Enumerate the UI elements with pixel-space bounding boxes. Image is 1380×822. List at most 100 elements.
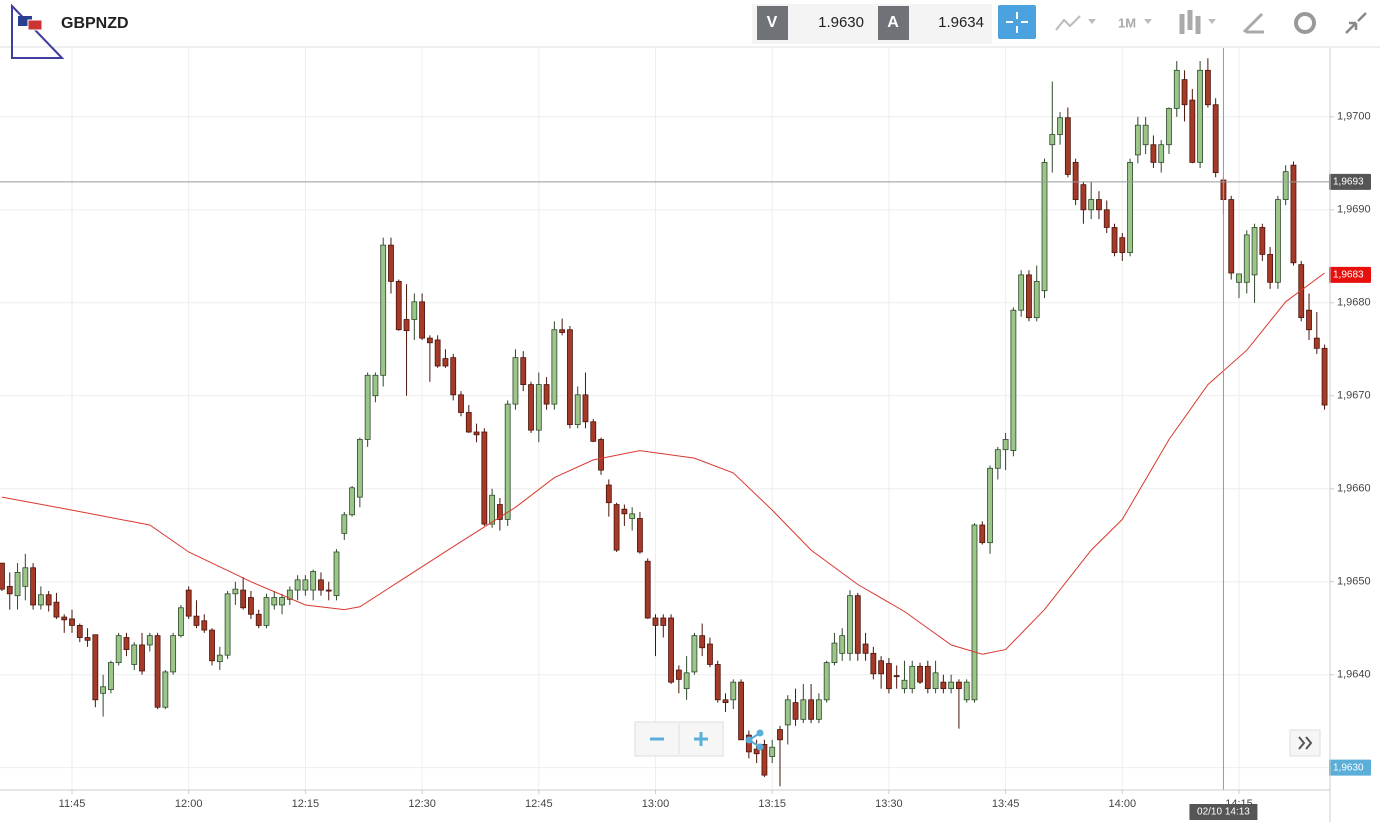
share-button[interactable] [745, 729, 764, 751]
candle-body [294, 579, 301, 591]
candle-body [411, 301, 418, 320]
chart-type-button[interactable] [1179, 10, 1201, 34]
candle-body [590, 421, 597, 442]
candle-body [458, 394, 464, 413]
candle-body [395, 280, 402, 331]
price-marker [1329, 759, 1371, 776]
crosshair-icon [1006, 12, 1028, 33]
candle-body [1228, 199, 1235, 274]
candle-body [1002, 439, 1009, 451]
candle-body [917, 665, 923, 683]
candle-body [854, 595, 861, 654]
x-tick-label: 13:15 [758, 798, 786, 810]
candle-body [777, 729, 783, 741]
candle-body [979, 524, 986, 544]
candle-body [1306, 309, 1312, 331]
candle-body [1072, 161, 1079, 200]
candle-body [1111, 227, 1118, 253]
candle-body [1134, 124, 1141, 156]
candle-body [255, 613, 262, 626]
candle-body [1197, 69, 1203, 163]
candle-body [784, 699, 791, 726]
candle-body [675, 669, 682, 680]
candle-body [193, 615, 200, 626]
candle-body [660, 617, 667, 626]
timeframe[interactable]: 1M [1118, 15, 1136, 30]
y-tick-label: 1,9670 [1337, 390, 1371, 402]
moving-average [1, 272, 1325, 655]
crosshair-time-label: 02/10 14:13 [1197, 807, 1250, 818]
candle-body [100, 686, 107, 694]
candle-body [815, 699, 822, 720]
candle-body [512, 357, 519, 405]
buy-label: A [887, 14, 899, 31]
y-tick-label: 1,9700 [1337, 111, 1371, 123]
crosshair-button[interactable] [998, 5, 1036, 39]
candle-body [1236, 273, 1242, 283]
candle-body [637, 518, 643, 553]
candle-body [434, 339, 441, 367]
candle-body [473, 431, 480, 436]
candle-body [668, 617, 674, 683]
flag-icon [18, 16, 32, 26]
sell-label: V [767, 14, 778, 31]
candle-body [559, 329, 566, 333]
candle-body [924, 665, 931, 690]
candle-body [652, 617, 659, 626]
candle-body [1033, 280, 1040, 319]
candle-body [341, 514, 348, 534]
draw-button[interactable] [1242, 12, 1264, 34]
settings-button[interactable] [1294, 12, 1316, 34]
candle-body [53, 601, 60, 618]
candle-body [209, 629, 215, 662]
candle-body [738, 681, 744, 741]
dropdown-arrow [1144, 19, 1152, 24]
candle-body [356, 439, 363, 498]
x-tick-label: 13:45 [992, 798, 1020, 810]
candle-body [139, 644, 145, 672]
candle-body [792, 702, 799, 720]
candle-body [621, 508, 628, 515]
candle-body [504, 403, 511, 520]
candle-body [567, 329, 573, 425]
candle-body [465, 412, 472, 433]
candle-body [115, 635, 122, 664]
candle-body [302, 579, 309, 591]
candle-body [162, 671, 169, 708]
candle-body [131, 644, 138, 665]
zoom-in-button[interactable] [694, 732, 708, 746]
candle-body [1189, 99, 1196, 163]
candle-body [1267, 254, 1274, 283]
sell-button[interactable] [757, 6, 788, 40]
candle-body [901, 679, 908, 690]
collapse-button[interactable] [1345, 12, 1367, 34]
candle-body [932, 672, 939, 690]
candle-body [613, 504, 620, 551]
candle-body [1298, 264, 1305, 319]
candle-body [108, 662, 114, 690]
candle-body [994, 449, 1001, 469]
candle-body [574, 394, 581, 425]
candle-body [582, 394, 589, 423]
candle-body [761, 744, 768, 776]
candle-body [271, 597, 278, 606]
candle-body [240, 589, 247, 609]
candle-body [1096, 199, 1102, 211]
candle-body [0, 562, 5, 590]
indicator-button[interactable] [1055, 15, 1081, 31]
candle-body [893, 675, 900, 678]
candle-body [364, 374, 371, 440]
candle-body [496, 504, 503, 520]
candle-body [1259, 227, 1266, 255]
symbol: GBPNZD [61, 15, 129, 32]
buy-button[interactable] [878, 6, 909, 40]
candle-body [286, 589, 293, 600]
candle-body [948, 681, 955, 690]
candle-body [629, 513, 636, 519]
candle-body [1275, 199, 1281, 283]
candle-body [543, 384, 550, 405]
candle-body [831, 642, 838, 664]
candle-body [450, 357, 457, 396]
candle-body [178, 607, 184, 637]
